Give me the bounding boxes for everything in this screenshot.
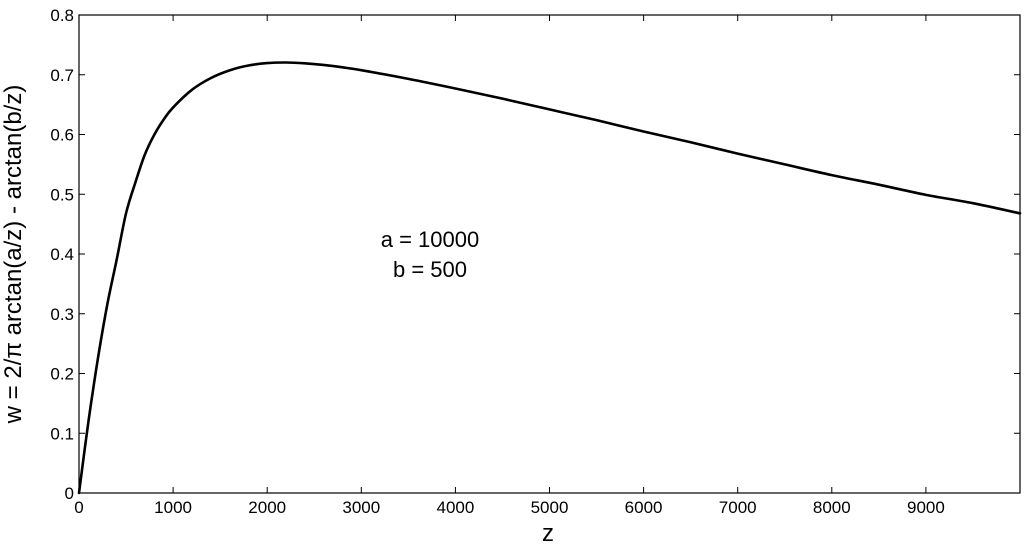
annotation-b: b = 500 (393, 257, 467, 282)
x-tick-label: 0 (74, 498, 83, 517)
y-tick-label: 0.4 (50, 245, 74, 264)
x-axis-label: z (542, 520, 554, 544)
y-tick-label: 0.5 (50, 185, 74, 204)
y-tick-label: 0.8 (50, 6, 74, 25)
y-tick-label: 0.6 (50, 126, 74, 145)
y-tick-label: 0.7 (50, 66, 74, 85)
x-tick-label: 5000 (531, 498, 569, 517)
plot-frame (78, 14, 1021, 494)
x-tick-label: 3000 (342, 498, 380, 517)
y-tick-label: 0.3 (50, 305, 74, 324)
y-tick-label: 0 (65, 484, 74, 503)
x-tick-label: 4000 (436, 498, 474, 517)
x-tick-label: 7000 (719, 498, 757, 517)
tick-labels: 0 1000 2000 3000 4000 5000 6000 7000 8000 9000 0 0.… (50, 6, 944, 517)
annotation-a: a = 10000 (381, 227, 479, 252)
y-tick-label: 0.2 (50, 365, 74, 384)
y-axis-label: w = 2/π arctan(a/z) - arctan(b/z) (0, 85, 27, 425)
series-group (77, 61, 1022, 495)
x-tick-label: 8000 (813, 498, 851, 517)
x-tick-label: 6000 (625, 498, 663, 517)
series-line-0 (77, 61, 1022, 495)
y-tick-label: 0.1 (50, 424, 74, 443)
x-tick-label: 9000 (907, 498, 945, 517)
x-tick-label: 2000 (248, 498, 286, 517)
x-tick-label: 1000 (154, 498, 192, 517)
